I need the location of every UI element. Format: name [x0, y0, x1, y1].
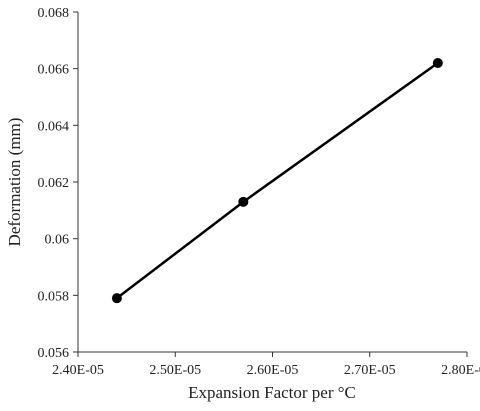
y-tick-label: 0.056 [38, 346, 70, 361]
x-tick-label: 2.70E-05 [344, 363, 396, 378]
y-tick-label: 0.06 [45, 233, 70, 248]
x-axis-title: Expansion Factor per °C [188, 383, 356, 402]
point [111, 293, 122, 304]
y-tick-label: 0.068 [38, 6, 70, 21]
point [238, 196, 249, 207]
line [116, 61, 439, 300]
y-tick-label: 0.058 [38, 289, 70, 304]
x-tick-label: 2.50E-05 [149, 363, 201, 378]
x-tick-label: 2.40E-05 [52, 363, 104, 378]
y-tick-label: 0.066 [38, 63, 70, 78]
y-axis-title: Deformation (mm) [5, 118, 24, 247]
x-tick-label: 2.80E-05 [441, 363, 480, 378]
x-tick-label: 2.60E-05 [247, 363, 299, 378]
point [432, 58, 443, 68]
y-tick-label: 0.062 [38, 176, 70, 191]
y-tick-label: 0.064 [38, 119, 70, 134]
